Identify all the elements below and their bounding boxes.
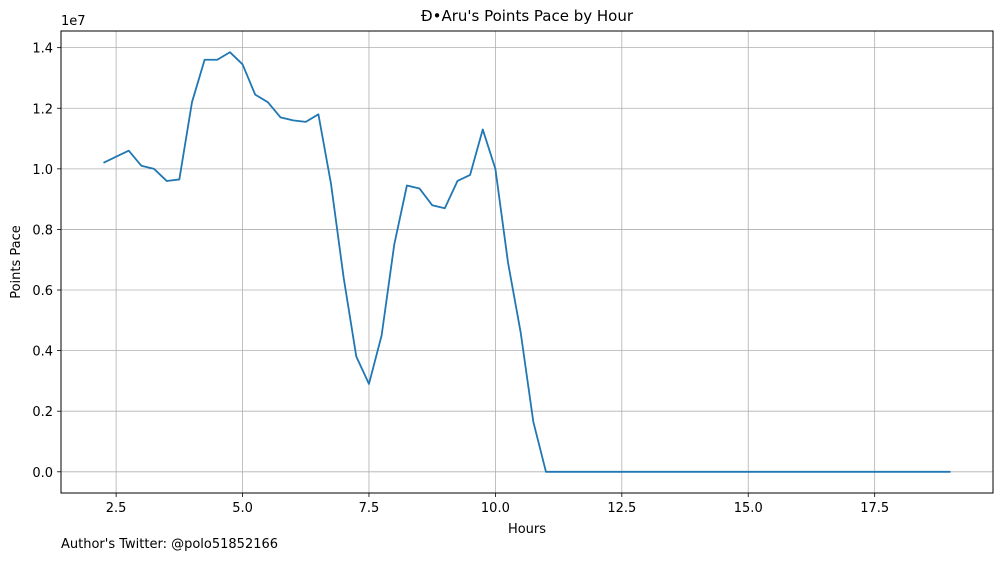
series-line (103, 51, 951, 473)
grid-lines (61, 31, 993, 493)
x-tick-label: 5.0 (232, 501, 253, 516)
y-offset-label: 1e7 (61, 14, 86, 29)
y-tick-label: 1.4 (32, 42, 53, 57)
x-tick-label: 15.0 (734, 501, 763, 516)
y-tick-label: 0.6 (32, 284, 53, 299)
x-tick-label: 10.0 (481, 501, 510, 516)
y-tick-label: 0.0 (32, 466, 53, 481)
x-tick-label: 7.5 (359, 501, 380, 516)
y-tick-label: 1.2 (32, 102, 53, 117)
y-tick-label: 0.2 (32, 405, 53, 420)
y-tick-label: 1.0 (32, 163, 53, 178)
x-tick-label: 12.5 (607, 501, 636, 516)
author-footnote: Author's Twitter: @polo51852166 (61, 537, 279, 552)
plot-frame (60, 30, 994, 494)
chart-title: Ð•Aru's Points Pace by Hour (421, 7, 634, 25)
x-axis-label: Hours (508, 522, 546, 537)
series-line-group (103, 51, 951, 473)
x-tick-label: 2.5 (106, 501, 127, 516)
x-tick-label: 17.5 (860, 501, 889, 516)
axis-ticks: 2.5 5.0 7.5 10.0 12.5 15.0 17.5 0.0 0.2 0.4 0.6 0.8… (32, 42, 889, 516)
y-tick-label: 0.4 (32, 345, 53, 360)
y-tick-label: 0.8 (32, 223, 53, 238)
y-axis-label: Points Pace (9, 225, 24, 299)
